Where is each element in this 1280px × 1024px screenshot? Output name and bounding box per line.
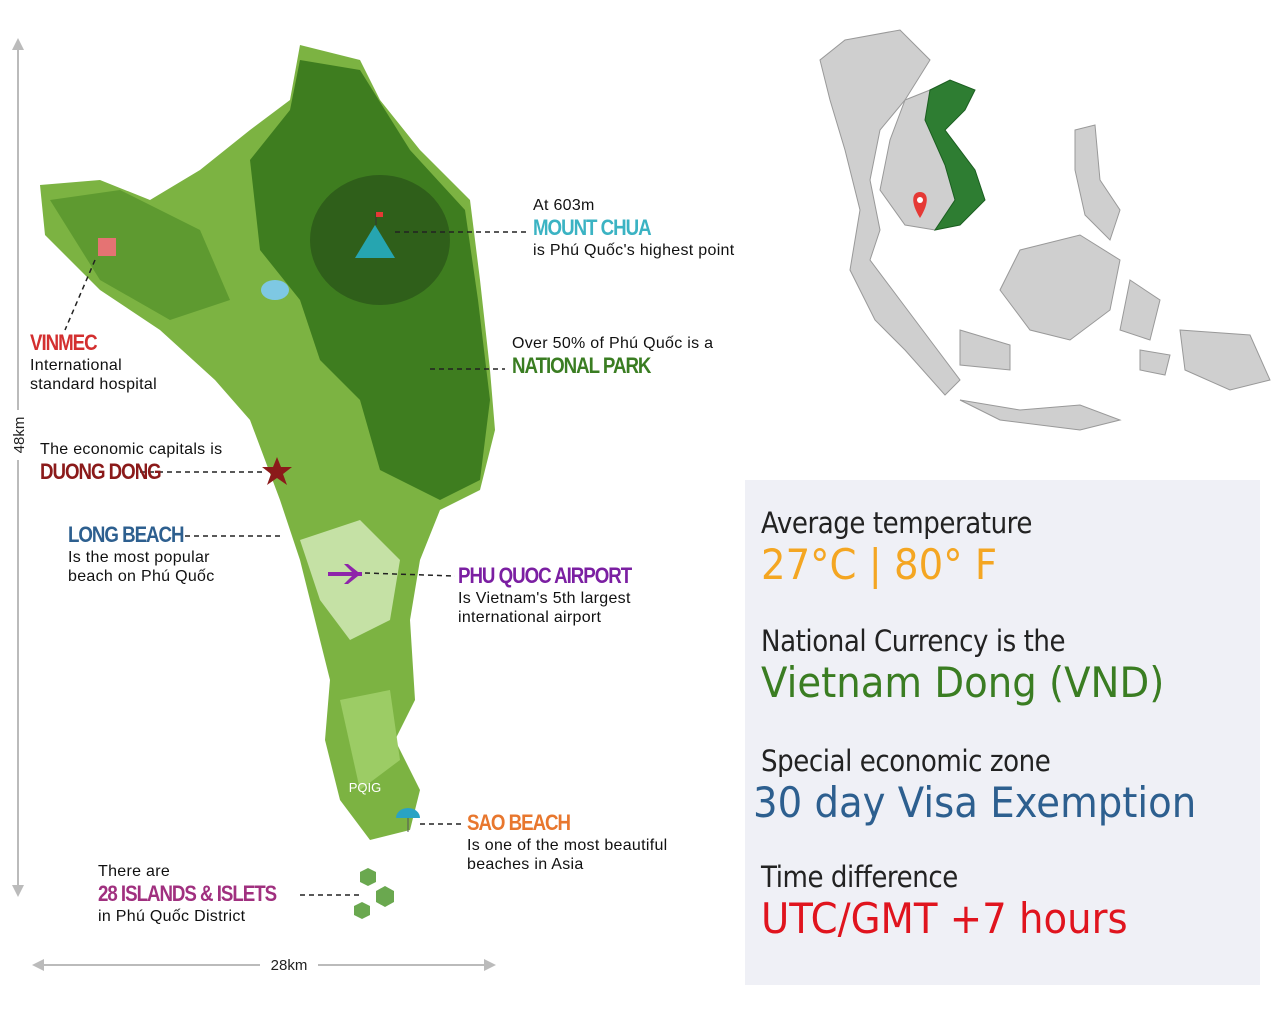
vietnam-highlight [924, 79, 986, 231]
fact: National Currency is the Vietnam Dong (V… [761, 624, 1199, 707]
callout-desc: in Phú Quốc District [98, 908, 246, 925]
callout-name: VINMEC [30, 330, 98, 355]
callout-desc: Is Vietnam's 5th largest [458, 590, 631, 607]
flag [376, 212, 383, 217]
callout: Over 50% of Phú Quốc is a NATIONAL PARK [512, 334, 713, 379]
fact-label: National Currency is the [761, 624, 1066, 658]
callout: The economic capitals is DUONG DONG [40, 440, 222, 485]
callout-lead: At 603m [533, 197, 595, 214]
airport-icon [328, 564, 362, 584]
callout-desc: is Phú Quốc's highest point [533, 242, 735, 259]
south-forest [340, 690, 400, 790]
callout-lead: Over 50% of Phú Quốc is a [512, 335, 714, 352]
fact-value: UTC/GMT +7 hours [761, 894, 1128, 943]
width-label: 28km [271, 957, 308, 974]
fact-label: Special economic zone [761, 744, 1051, 778]
fact-value: Vietnam Dong (VND) [761, 658, 1165, 707]
fact: Time difference UTC/GMT +7 hours [761, 860, 1160, 943]
dimension-arrowheads [12, 38, 496, 971]
map-label: PQIG [349, 780, 382, 795]
callout-desc: standard hospital [30, 376, 157, 393]
facts-panel: Average temperature 27°C | 80° F Nationa… [745, 480, 1260, 985]
callout: VINMEC International standard hospital [30, 330, 157, 394]
callout-desc: Is the most popular [68, 549, 210, 566]
callout: PHU QUOC AIRPORT Is Vietnam's 5th larges… [458, 563, 662, 627]
region-map [819, 29, 1271, 431]
callout: LONG BEACH Is the most popular beach on … [68, 522, 215, 586]
hospital-icon [98, 238, 116, 256]
callout-desc: Is one of the most beautiful [467, 837, 668, 854]
callout-desc: International [30, 357, 122, 374]
fact-value: 27°C | 80° F [761, 540, 998, 589]
callout-lead: The economic capitals is [40, 441, 223, 458]
location-pin [913, 192, 927, 218]
callout-desc: international airport [458, 609, 602, 626]
forest [50, 190, 230, 320]
islands-icon [354, 868, 394, 919]
callout-name: MOUNT CHUA [533, 215, 652, 240]
callout-name: DUONG DONG [40, 459, 162, 484]
callout-name: NATIONAL PARK [512, 353, 651, 378]
callout-desc: beach on Phú Quốc [68, 568, 215, 585]
fact: Average temperature 27°C | 80° F [761, 506, 1062, 589]
callout: SAO BEACH Is one of the most beautiful b… [467, 810, 668, 874]
leader-lines [64, 231, 530, 896]
fact: Special economic zone 30 day Visa Exempt… [753, 744, 1235, 827]
lake [261, 280, 289, 300]
callout-name: SAO BEACH [467, 810, 571, 835]
fact-label: Average temperature [761, 506, 1032, 540]
mountain-icon [355, 225, 395, 258]
callout-desc: beaches in Asia [467, 856, 584, 873]
callout-name: PHU QUOC AIRPORT [458, 563, 632, 588]
fact-value: 30 day Visa Exemption [753, 778, 1197, 827]
callout-name: LONG BEACH [68, 522, 185, 547]
callout-lead: There are [98, 863, 171, 880]
location-pin-dot [917, 197, 923, 203]
fact-label: Time difference [761, 860, 958, 894]
height-label: 48km [11, 417, 28, 454]
dimension-lines [17, 45, 490, 966]
callout: There are 28 ISLANDS & ISLETS in Phú Quố… [98, 862, 307, 926]
callout: At 603m MOUNT CHUA is Phú Quốc's highest… [533, 196, 735, 260]
beach-icon [396, 808, 420, 818]
capital-star [262, 457, 292, 485]
callout-name: 28 ISLANDS & ISLETS [98, 881, 277, 906]
